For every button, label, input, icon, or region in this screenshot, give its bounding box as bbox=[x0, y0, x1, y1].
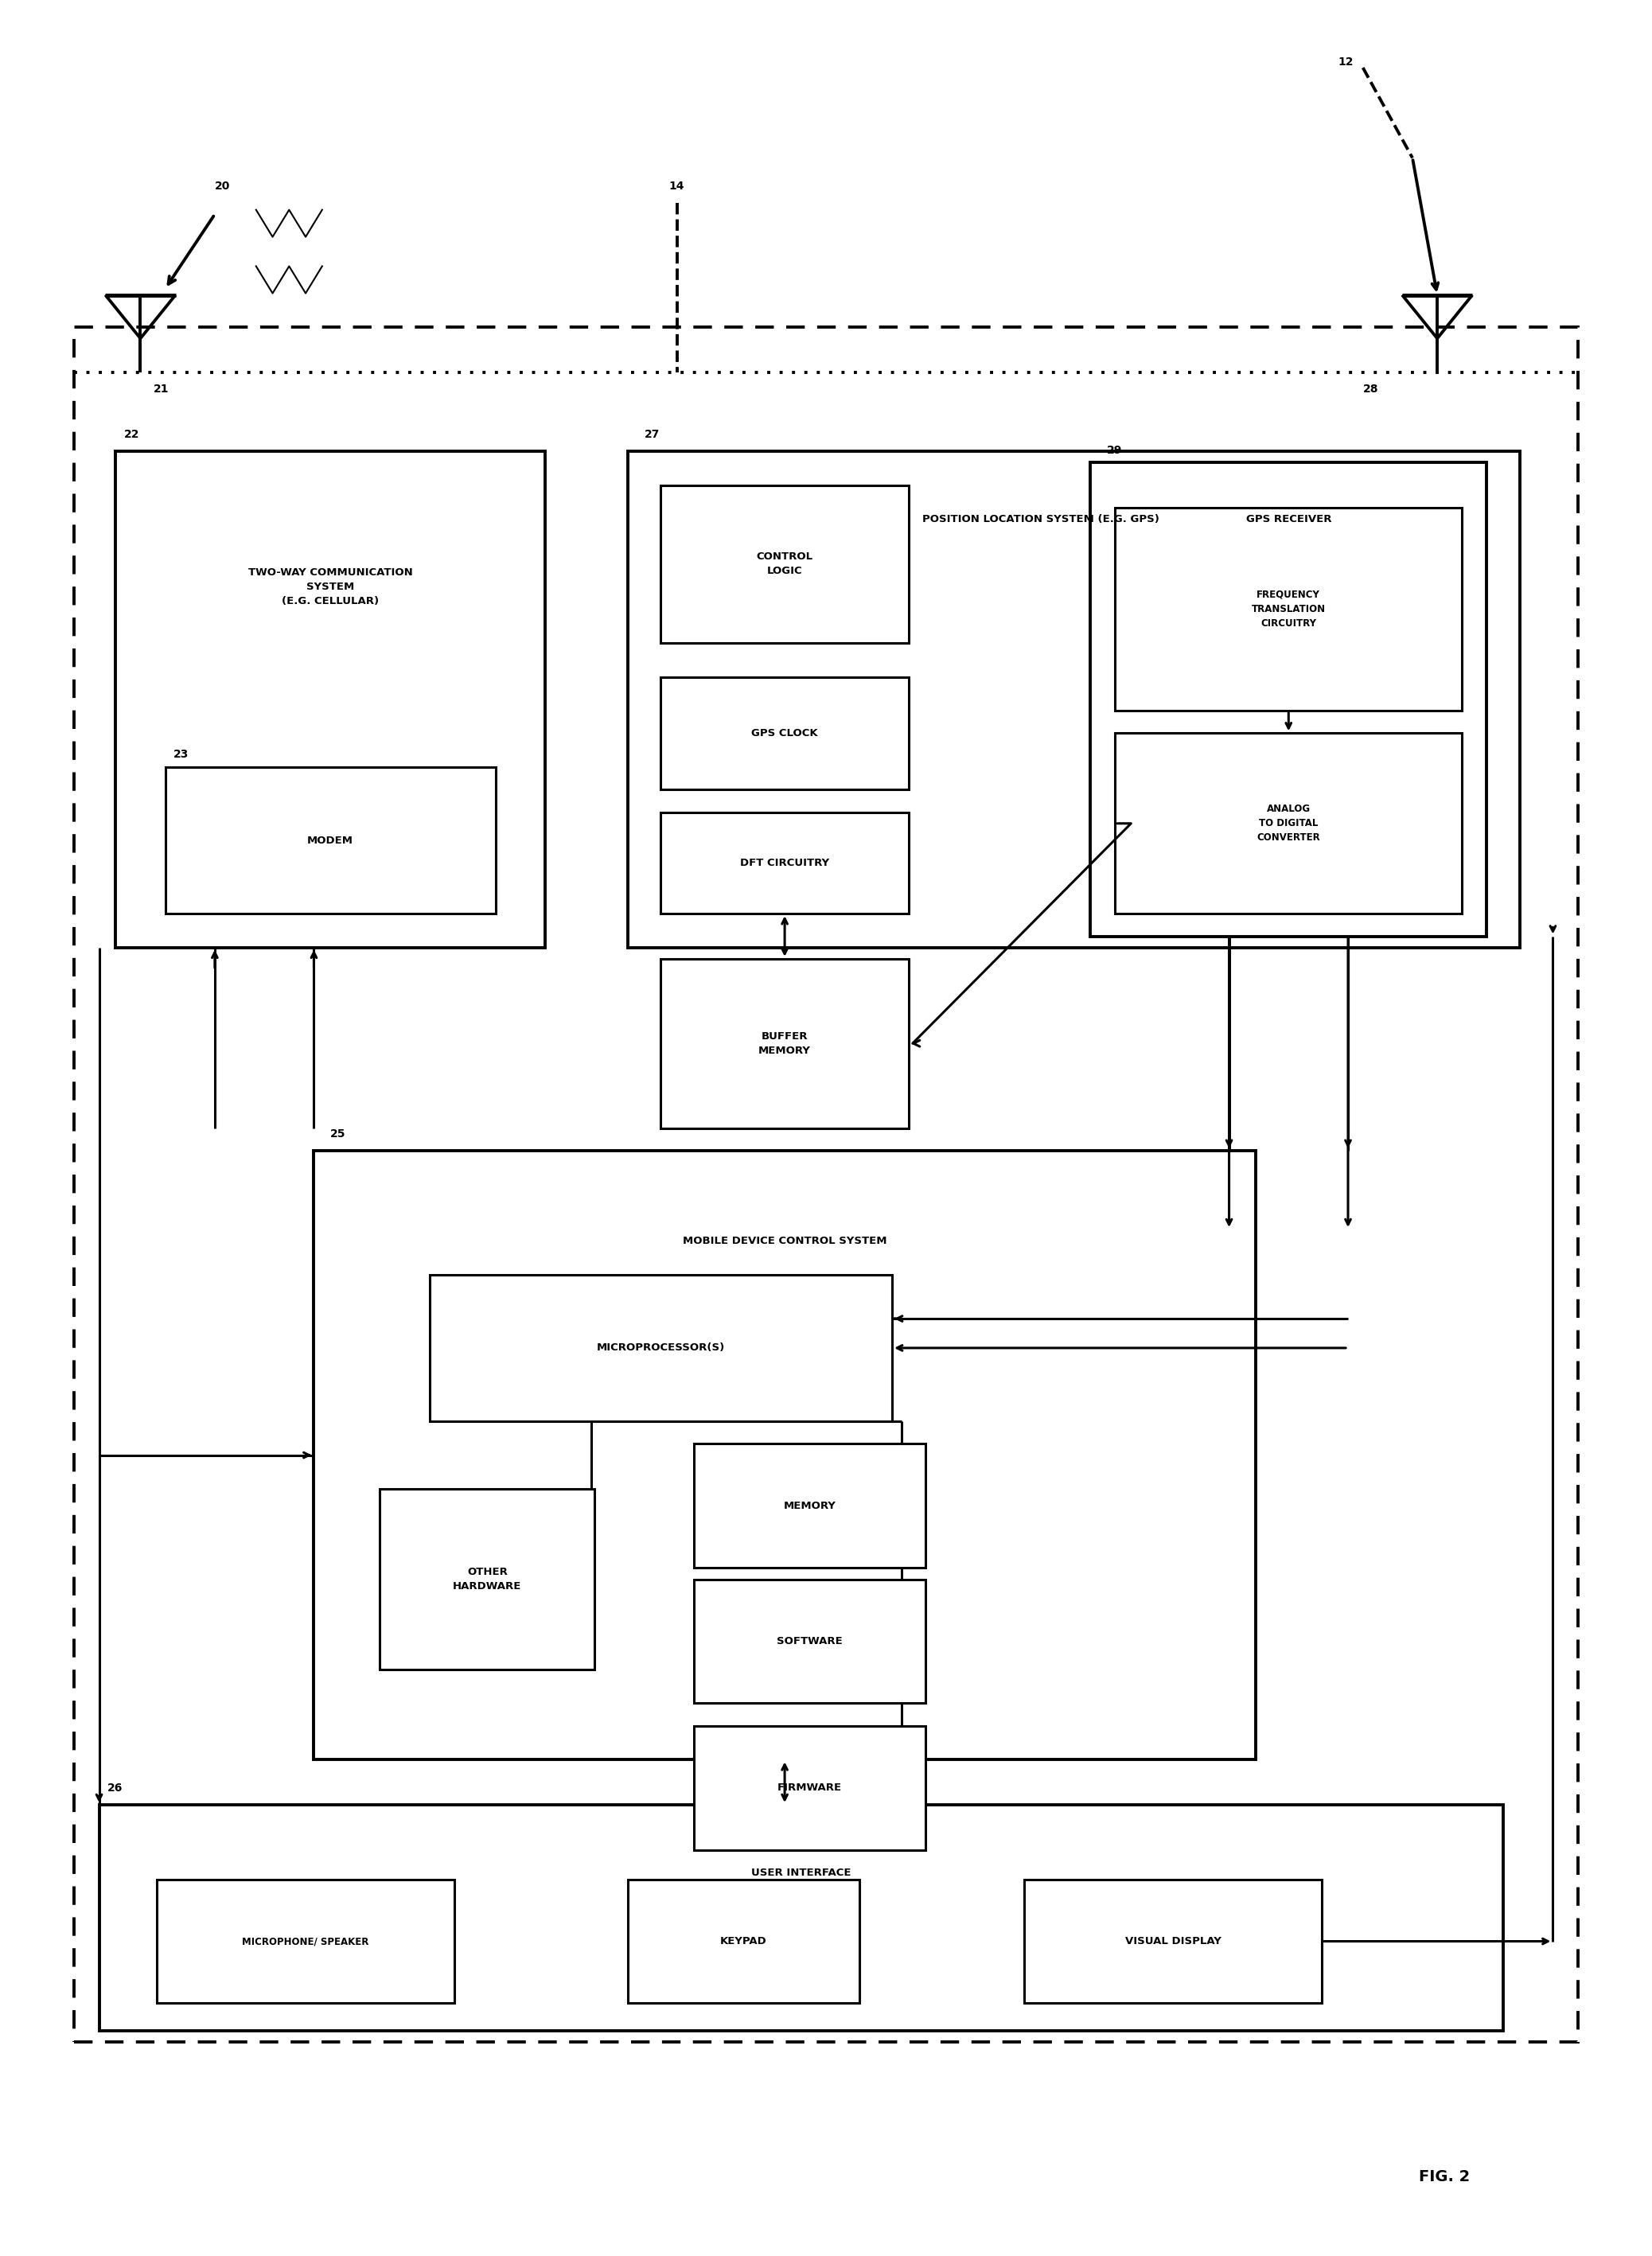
Text: FREQUENCY
TRANSLATION
CIRCUITRY: FREQUENCY TRANSLATION CIRCUITRY bbox=[1252, 589, 1325, 629]
Text: 14: 14 bbox=[669, 180, 684, 192]
Text: KEYPAD: KEYPAD bbox=[720, 1936, 767, 1947]
Bar bbox=[661, 812, 909, 914]
Text: MODEM: MODEM bbox=[307, 835, 354, 846]
Bar bbox=[74, 327, 1578, 2042]
Bar bbox=[694, 1579, 925, 1703]
Text: MEMORY: MEMORY bbox=[783, 1500, 836, 1512]
Bar bbox=[628, 1879, 859, 2003]
Text: 25: 25 bbox=[330, 1128, 345, 1139]
Bar bbox=[314, 1151, 1256, 1760]
Bar bbox=[165, 767, 496, 914]
Text: 22: 22 bbox=[124, 429, 139, 440]
Text: USER INTERFACE: USER INTERFACE bbox=[752, 1868, 851, 1877]
Bar bbox=[661, 485, 909, 643]
Text: ANALOG
TO DIGITAL
CONVERTER: ANALOG TO DIGITAL CONVERTER bbox=[1257, 803, 1320, 844]
Text: CONTROL
LOGIC: CONTROL LOGIC bbox=[757, 553, 813, 575]
Text: FIG. 2: FIG. 2 bbox=[1419, 2170, 1470, 2184]
Text: BUFFER
MEMORY: BUFFER MEMORY bbox=[758, 1031, 811, 1056]
Text: 29: 29 bbox=[1107, 444, 1122, 456]
Text: POSITION LOCATION SYSTEM (E.G. GPS): POSITION LOCATION SYSTEM (E.G. GPS) bbox=[922, 514, 1160, 523]
Bar bbox=[628, 451, 1520, 948]
Text: MICROPROCESSOR(S): MICROPROCESSOR(S) bbox=[596, 1342, 725, 1354]
Text: MICROPHONE/ SPEAKER: MICROPHONE/ SPEAKER bbox=[243, 1936, 368, 1947]
Bar bbox=[380, 1489, 595, 1669]
Text: 28: 28 bbox=[1363, 384, 1378, 395]
Bar bbox=[1115, 508, 1462, 711]
Text: 21: 21 bbox=[154, 384, 169, 395]
Text: 12: 12 bbox=[1338, 56, 1353, 68]
Text: 27: 27 bbox=[644, 429, 659, 440]
Bar bbox=[116, 451, 545, 948]
Bar bbox=[99, 1805, 1503, 2030]
Text: 26: 26 bbox=[107, 1782, 122, 1794]
Text: GPS CLOCK: GPS CLOCK bbox=[752, 729, 818, 738]
Text: 20: 20 bbox=[215, 180, 230, 192]
Bar bbox=[430, 1275, 892, 1421]
Text: GPS RECEIVER: GPS RECEIVER bbox=[1246, 514, 1332, 523]
Bar bbox=[1090, 462, 1487, 936]
Bar bbox=[694, 1444, 925, 1568]
Bar bbox=[661, 959, 909, 1128]
Text: 23: 23 bbox=[173, 749, 188, 760]
Bar bbox=[661, 677, 909, 790]
Bar bbox=[157, 1879, 454, 2003]
Text: MOBILE DEVICE CONTROL SYSTEM: MOBILE DEVICE CONTROL SYSTEM bbox=[682, 1236, 887, 1245]
Bar bbox=[1024, 1879, 1322, 2003]
Text: DFT CIRCUITRY: DFT CIRCUITRY bbox=[740, 857, 829, 869]
Text: FIRMWARE: FIRMWARE bbox=[776, 1782, 843, 1794]
Text: SOFTWARE: SOFTWARE bbox=[776, 1636, 843, 1647]
Text: VISUAL DISPLAY: VISUAL DISPLAY bbox=[1125, 1936, 1221, 1947]
Text: OTHER
HARDWARE: OTHER HARDWARE bbox=[453, 1568, 522, 1590]
Text: TWO-WAY COMMUNICATION
SYSTEM
(E.G. CELLULAR): TWO-WAY COMMUNICATION SYSTEM (E.G. CELLU… bbox=[248, 566, 413, 607]
Bar bbox=[1115, 733, 1462, 914]
Bar bbox=[694, 1726, 925, 1850]
